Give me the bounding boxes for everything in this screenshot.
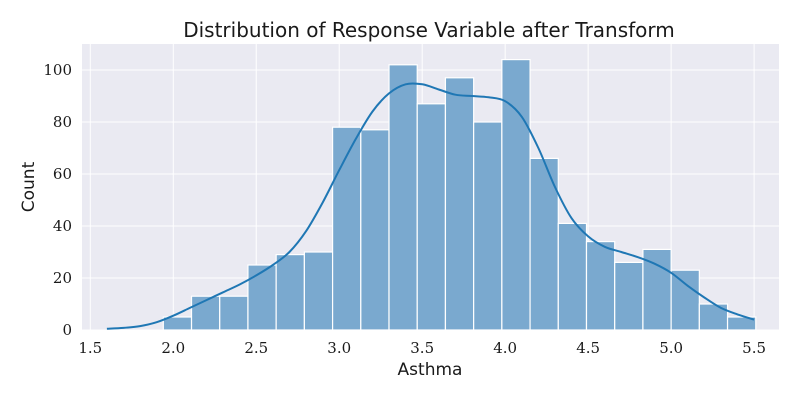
histogram-bar bbox=[585, 241, 616, 331]
histogram-bar bbox=[557, 222, 588, 331]
chart-title: Distribution of Response Variable after … bbox=[183, 18, 675, 42]
histogram-bar bbox=[331, 126, 362, 331]
histogram-bar bbox=[388, 64, 418, 331]
kde-curve bbox=[106, 82, 755, 330]
x-tick-label: 4.5 bbox=[576, 339, 600, 357]
histogram-bar bbox=[614, 261, 644, 331]
histogram-bar bbox=[416, 103, 447, 331]
y-axis-label: Count bbox=[19, 161, 39, 212]
x-tick-label: 2.5 bbox=[244, 339, 268, 357]
x-tick-label: 3.5 bbox=[410, 339, 434, 357]
histogram-bar bbox=[303, 251, 334, 331]
histogram-bar bbox=[670, 269, 700, 331]
x-tick-label: 5.5 bbox=[742, 339, 766, 357]
histogram-bar bbox=[642, 248, 672, 331]
x-axis-label: Asthma bbox=[398, 360, 463, 380]
y-tick-label: 0 bbox=[62, 321, 72, 339]
y-tick-label: 40 bbox=[53, 217, 72, 235]
x-tick-label: 1.5 bbox=[78, 339, 102, 357]
x-tick-label: 2.0 bbox=[161, 339, 185, 357]
x-tick-label: 4.0 bbox=[493, 339, 517, 357]
histogram-bar bbox=[444, 77, 475, 331]
x-tick-label: 3.0 bbox=[327, 339, 351, 357]
x-tick-label: 5.0 bbox=[659, 339, 683, 357]
histogram-bar bbox=[473, 121, 503, 331]
histogram-bars bbox=[162, 58, 757, 331]
x-tick-labels: 1.5 2.0 2.5 3.0 3.5 4.0 4.5 5.0 5.5 bbox=[78, 339, 766, 357]
histogram-bar bbox=[529, 157, 559, 331]
histogram-bar bbox=[247, 264, 277, 331]
histogram-bar bbox=[698, 303, 729, 331]
y-tick-label: 80 bbox=[53, 113, 72, 131]
histogram-bar bbox=[726, 316, 757, 331]
histogram-bar bbox=[275, 254, 305, 331]
y-tick-labels: 0 20 40 60 80 100 bbox=[43, 61, 72, 339]
histogram-bar bbox=[219, 295, 249, 331]
y-tick-label: 60 bbox=[53, 165, 72, 183]
y-tick-label: 20 bbox=[53, 269, 72, 287]
histogram-bar bbox=[501, 58, 531, 331]
y-tick-label: 100 bbox=[43, 61, 72, 79]
histogram-bar bbox=[360, 129, 390, 331]
